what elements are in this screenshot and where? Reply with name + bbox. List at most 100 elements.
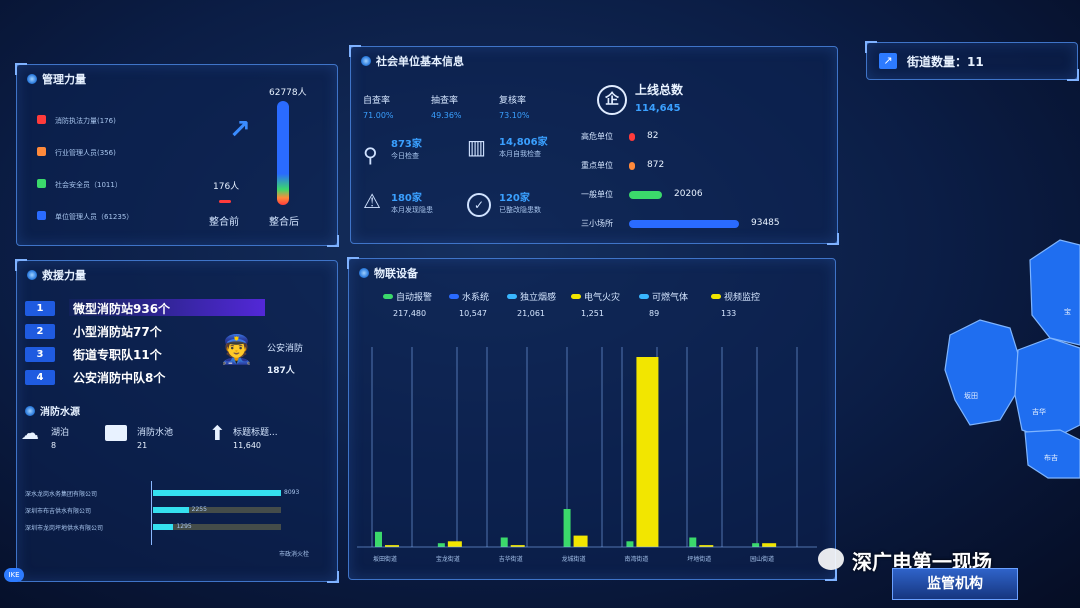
rate-value: 71.00%: [363, 111, 394, 120]
iot-category-label: 宝龙街道: [436, 555, 460, 563]
iot-category-label: 南湾街道: [624, 555, 648, 563]
company-label: 深圳市龙岗坪地供水有限公司: [25, 525, 104, 532]
pool-icon: [105, 425, 127, 441]
unit-bar: [629, 162, 635, 170]
unit-label: 一般单位: [581, 190, 613, 199]
map-region-buji[interactable]: [1024, 429, 1080, 479]
legend-label: 社会安全员（1011）: [55, 181, 122, 189]
rescue-panel: 救援力量 1 微型消防站936个 2 小型消防站77个 3 街道专职队11个 4 公安消防中队…: [15, 259, 339, 583]
rank-number: 1: [25, 301, 55, 316]
water-item-value: 21: [137, 441, 148, 450]
iot-category-label: 坪地街道: [687, 555, 711, 563]
panel-title-icon: [359, 268, 369, 278]
companies-axis: [151, 481, 152, 545]
warning-icon: ⚠: [363, 189, 381, 213]
online-value: 114,645: [635, 103, 681, 114]
company-bar: [153, 490, 281, 496]
iot-legend-swatch: [449, 294, 459, 299]
lake-icon: ☁: [21, 423, 39, 444]
iot-bar: [563, 509, 571, 547]
iot-legend-label: 电气火灾: [584, 293, 621, 303]
map-region-top[interactable]: [1029, 239, 1080, 346]
legend-swatch: [37, 179, 46, 188]
map-region-bantian[interactable]: [944, 319, 1021, 426]
legend-label: 消防执法力量(176): [55, 117, 116, 125]
rank-text: 小型消防站77个: [73, 325, 162, 339]
iot-bar: [447, 541, 462, 547]
unit-bar: [629, 191, 662, 199]
unit-label: 高危单位: [581, 132, 613, 141]
unit-value: 82: [647, 131, 659, 141]
iot-panel: 物联设备 自动报警 217,480 水系统 10,547 独立烟感 21,061 电气火灾 1…: [347, 257, 837, 581]
before-bar: [219, 200, 231, 203]
iot-category-label: 坂田街道: [373, 555, 397, 563]
panel-title-icon: [27, 270, 37, 280]
unit-bar: [629, 220, 739, 228]
after-value: 62778人: [269, 88, 307, 98]
street-count-panel: ↗ 街道数量：11: [865, 41, 1079, 81]
iot-legend-value: 1,251: [581, 309, 604, 318]
street-count-label: 街道数量：11: [907, 55, 984, 69]
company-track: [153, 524, 281, 530]
stat-value: 120家: [499, 193, 530, 204]
iot-bar: [385, 545, 399, 547]
stat-label: 已整改隐患数: [499, 206, 541, 214]
iot-legend-swatch: [571, 294, 581, 299]
iot-bar: [752, 543, 760, 547]
iot-legend-value: 217,480: [393, 309, 427, 318]
rate-value: 73.10%: [499, 111, 530, 120]
rank-number: 2: [25, 324, 55, 339]
unit-value: 20206: [674, 189, 703, 199]
water-item-label: 消防水池: [137, 428, 174, 438]
regulator-button[interactable]: 监管机构: [892, 568, 1018, 600]
hydrant-icon: ⬆: [209, 421, 226, 445]
police-icon: 👮: [219, 333, 254, 366]
water-item-value: 8: [51, 441, 57, 450]
map-region-jihua[interactable]: [1014, 337, 1080, 441]
map-label-top: 宝: [1064, 307, 1071, 316]
unit-value: 872: [647, 160, 665, 170]
stat-value: 873家: [391, 139, 422, 150]
rank-number: 4: [25, 370, 55, 385]
map-label-jihua: 吉华: [1032, 407, 1046, 416]
rank1-highlight: [69, 299, 265, 316]
iot-bar: [699, 545, 714, 547]
iot-bar: [762, 543, 777, 547]
after-label: 整合后: [269, 217, 299, 228]
unit-label: 重点单位: [581, 161, 613, 170]
company-value: 8093: [284, 489, 300, 496]
iot-legend-label: 独立烟感: [520, 293, 557, 303]
rank-text: 街道专职队11个: [73, 348, 162, 362]
iot-bar: [375, 531, 382, 547]
rate-value: 49.36%: [431, 111, 462, 120]
iot-legend-swatch: [711, 294, 721, 299]
iot-legend-swatch: [639, 294, 649, 299]
water-item-label: 湖泊: [51, 428, 70, 438]
rate-label: 复核率: [499, 96, 527, 106]
legend-swatch: [37, 147, 46, 156]
rescue-title: 救援力量: [42, 269, 86, 282]
iot-legend-swatch: [507, 294, 517, 299]
water-item-value: 11,640: [233, 441, 261, 450]
stat-label: 今日检查: [391, 152, 419, 160]
company-track: [153, 507, 281, 513]
iot-bar: [689, 537, 697, 547]
panel-title-icon: [27, 74, 37, 84]
corner-badge[interactable]: IKE: [4, 568, 24, 582]
trend-up-icon: ↗: [229, 115, 251, 145]
iot-legend-label: 可燃气体: [652, 293, 689, 303]
legend-swatch: [37, 211, 46, 220]
stat-label: 本月自我检查: [499, 150, 541, 158]
iot-category-label: 吉华街道: [499, 555, 523, 563]
social-title: 社会单位基本信息: [376, 55, 464, 68]
iot-title: 物联设备: [374, 267, 418, 280]
iot-bar: [510, 545, 525, 547]
water-title-row: 消防水源: [25, 403, 80, 418]
company-bar: [153, 524, 174, 530]
legend-label: 行业管理人员(356): [55, 149, 116, 157]
management-panel: 管理力量 消防执法力量(176) 行业管理人员(356) 社会安全员（1011） 单位…: [15, 63, 339, 247]
unit-value: 93485: [751, 218, 780, 228]
social-unit-panel: 社会单位基本信息 自查率 71.00% 抽查率 49.36% 复核率 73.10% ⚲ ▥…: [349, 45, 839, 245]
search-icon: ⚲: [363, 143, 378, 167]
management-title: 管理力量: [42, 73, 86, 86]
